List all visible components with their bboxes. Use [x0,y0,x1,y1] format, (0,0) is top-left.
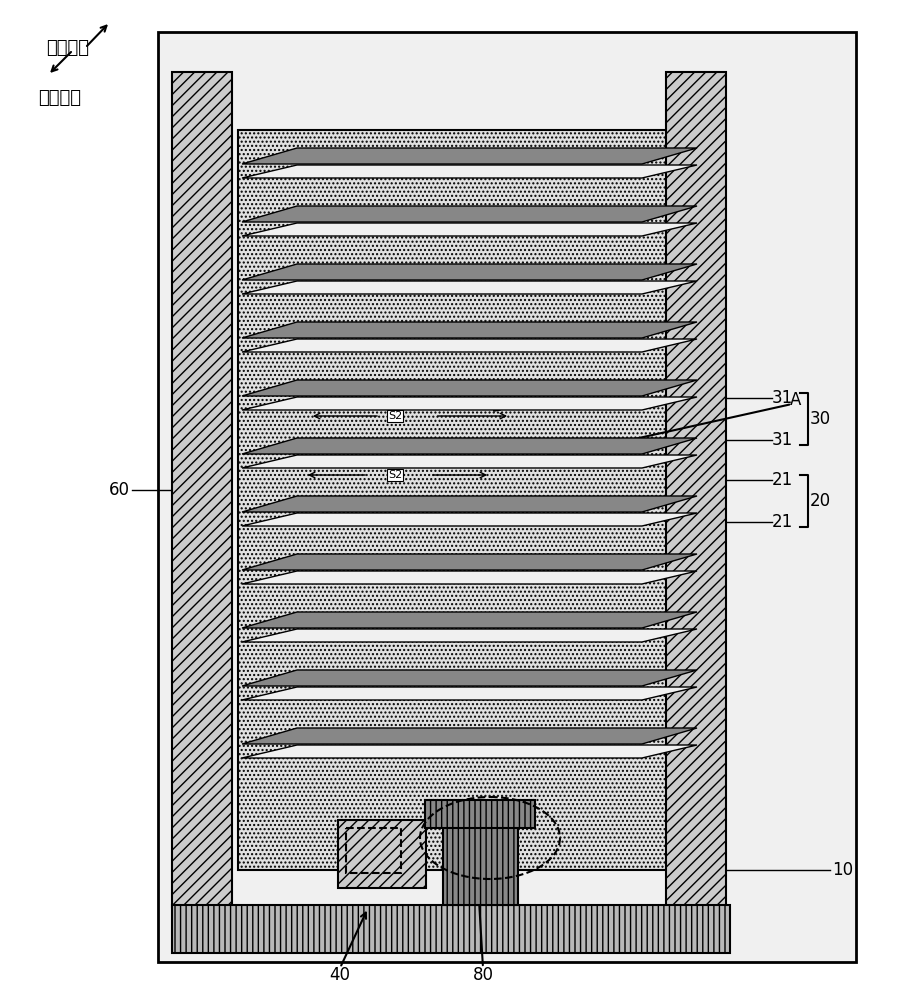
Polygon shape [242,397,697,410]
Polygon shape [242,380,697,396]
Polygon shape [242,554,697,570]
Bar [238,130,670,870]
Bar [158,32,856,962]
Polygon shape [242,165,697,178]
Polygon shape [242,438,697,454]
Text: 21: 21 [772,471,793,489]
Polygon shape [242,322,697,338]
Bar [443,815,518,905]
Text: S2: S2 [388,411,402,421]
Polygon shape [242,206,697,222]
Polygon shape [242,612,697,628]
Text: 31: 31 [772,389,793,407]
Text: 第一方向: 第一方向 [47,39,90,57]
Bar [172,905,730,953]
Polygon shape [242,745,697,758]
Polygon shape [242,496,697,512]
Polygon shape [242,571,697,584]
Text: 30: 30 [810,410,832,428]
Polygon shape [242,629,697,642]
Text: S2: S2 [388,470,402,480]
Bar [425,800,535,828]
Bar [666,72,726,907]
Text: 10: 10 [832,861,853,879]
Polygon shape [242,670,697,686]
Polygon shape [242,455,697,468]
Text: 21: 21 [772,513,793,531]
Text: S1: S1 [388,451,402,461]
Polygon shape [242,728,697,744]
Text: 60: 60 [109,481,130,499]
Text: 31: 31 [772,431,793,449]
Polygon shape [242,513,697,526]
Text: 80: 80 [472,966,494,984]
Polygon shape [242,339,697,352]
Bar [338,820,426,888]
Polygon shape [242,148,697,164]
Polygon shape [242,687,697,700]
Bar [172,72,232,907]
Text: 40: 40 [330,966,350,984]
Text: 20: 20 [810,492,832,510]
Text: S1: S1 [388,392,402,402]
Text: 第二方向: 第二方向 [39,89,82,107]
Polygon shape [242,281,697,294]
Polygon shape [242,264,697,280]
Bar [346,828,401,873]
Polygon shape [242,223,697,236]
Text: A: A [790,391,801,409]
